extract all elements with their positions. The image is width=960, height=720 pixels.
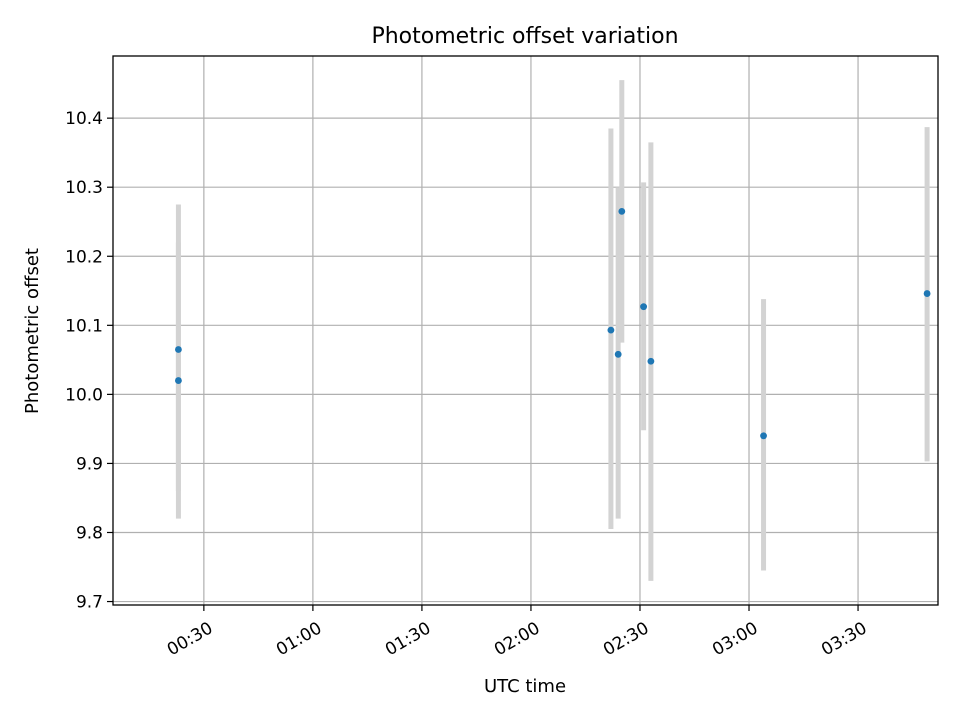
x-tick-label: 03:00 xyxy=(709,618,761,660)
data-point xyxy=(760,432,767,440)
x-tick-label: 02:30 xyxy=(600,618,652,660)
y-tick-label: 9.7 xyxy=(76,593,103,613)
x-tick-label: 02:00 xyxy=(491,618,543,660)
y-tick-label: 10.0 xyxy=(65,385,103,405)
x-tick-label: 01:30 xyxy=(382,618,434,660)
data-point xyxy=(923,290,931,297)
grid xyxy=(113,56,938,605)
y-tick-label: 10.2 xyxy=(65,247,103,267)
x-tick-label: 01:00 xyxy=(273,618,325,660)
y-axis-label: Photometric offset xyxy=(22,248,43,414)
y-tick-label: 10.1 xyxy=(65,316,103,336)
y-tick-label: 10.3 xyxy=(65,178,103,198)
x-axis-label: UTC time xyxy=(484,676,566,697)
data-point xyxy=(607,326,615,334)
data-point xyxy=(640,303,648,311)
x-tick-label: 00:30 xyxy=(164,618,216,660)
data-points xyxy=(175,207,931,440)
data-point xyxy=(618,207,626,215)
data-point xyxy=(175,377,182,384)
x-tick-label: 03:30 xyxy=(818,618,870,660)
y-tick-label: 9.9 xyxy=(76,454,103,474)
data-point xyxy=(647,357,655,365)
data-point xyxy=(614,350,622,358)
error-bars xyxy=(175,80,930,581)
data-point xyxy=(175,346,182,353)
chart-title: Photometric offset variation xyxy=(371,24,678,49)
plot-frame xyxy=(112,55,939,606)
y-tick-label: 10.4 xyxy=(65,109,103,129)
y-axis-ticks: 9.7 9.8 9.9 10.0 10.1 10.2 10.3 10.4 xyxy=(65,109,113,613)
x-axis-ticks: 00:30 01:00 01:30 02:00 02:30 03:00 03:30 xyxy=(164,605,871,660)
y-tick-label: 9.8 xyxy=(76,523,103,543)
